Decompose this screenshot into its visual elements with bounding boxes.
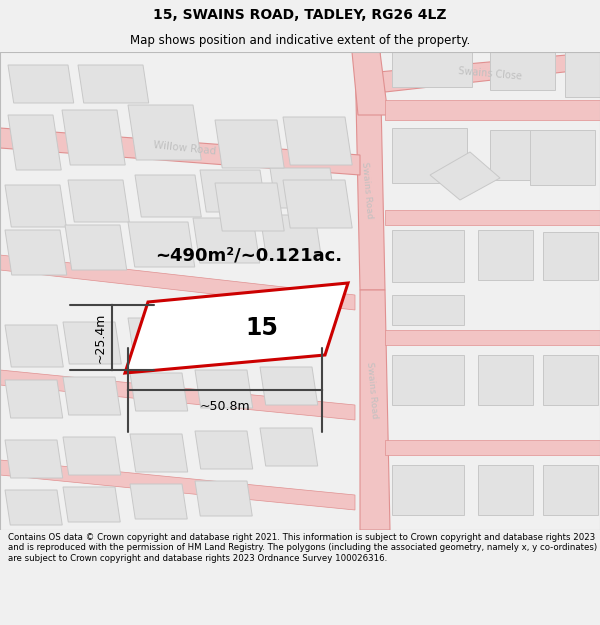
Polygon shape [128, 222, 195, 267]
Polygon shape [5, 440, 63, 478]
Polygon shape [62, 110, 125, 165]
Text: ~50.8m: ~50.8m [200, 400, 250, 413]
Polygon shape [392, 230, 464, 282]
Polygon shape [385, 100, 600, 120]
Polygon shape [260, 428, 318, 466]
Polygon shape [478, 465, 533, 515]
Polygon shape [200, 170, 266, 212]
Polygon shape [260, 367, 318, 405]
Text: ~490m²/~0.121ac.: ~490m²/~0.121ac. [155, 246, 342, 264]
Polygon shape [565, 52, 600, 97]
Polygon shape [125, 283, 348, 373]
Polygon shape [130, 434, 188, 472]
Polygon shape [8, 115, 61, 170]
Polygon shape [478, 230, 533, 280]
Polygon shape [543, 232, 598, 280]
Polygon shape [0, 128, 360, 175]
Polygon shape [5, 380, 63, 418]
Text: Swains Road: Swains Road [360, 161, 374, 219]
Polygon shape [128, 318, 187, 360]
Polygon shape [478, 355, 533, 405]
Polygon shape [392, 355, 464, 405]
Polygon shape [63, 322, 121, 364]
Polygon shape [385, 210, 600, 225]
Polygon shape [385, 440, 600, 455]
Polygon shape [0, 460, 355, 510]
Polygon shape [65, 225, 127, 270]
Polygon shape [135, 175, 202, 217]
Polygon shape [392, 295, 464, 325]
Polygon shape [543, 355, 598, 405]
Polygon shape [5, 325, 64, 367]
Polygon shape [0, 370, 355, 420]
Polygon shape [258, 312, 316, 354]
Text: 15, SWAINS ROAD, TADLEY, RG26 4LZ: 15, SWAINS ROAD, TADLEY, RG26 4LZ [153, 8, 447, 21]
Polygon shape [215, 183, 284, 231]
Polygon shape [195, 370, 253, 408]
Polygon shape [63, 377, 121, 415]
Text: Swains Close: Swains Close [458, 66, 522, 82]
Polygon shape [68, 180, 130, 222]
Polygon shape [352, 52, 388, 115]
Polygon shape [130, 373, 188, 411]
Polygon shape [543, 465, 598, 515]
Polygon shape [260, 215, 322, 260]
Polygon shape [360, 290, 390, 530]
Polygon shape [195, 481, 252, 516]
Text: ~25.4m: ~25.4m [94, 312, 107, 362]
Polygon shape [392, 128, 467, 183]
Polygon shape [385, 330, 600, 345]
Polygon shape [195, 431, 253, 469]
Polygon shape [215, 120, 284, 168]
Polygon shape [430, 152, 500, 200]
Polygon shape [193, 315, 251, 357]
Polygon shape [0, 255, 355, 310]
Polygon shape [5, 230, 67, 275]
Polygon shape [78, 65, 149, 103]
Polygon shape [490, 52, 555, 90]
Polygon shape [5, 490, 62, 525]
Polygon shape [63, 487, 120, 522]
Polygon shape [283, 180, 352, 228]
Polygon shape [392, 52, 472, 87]
Text: 15: 15 [245, 316, 278, 340]
Polygon shape [490, 130, 575, 180]
Polygon shape [392, 465, 464, 515]
Polygon shape [378, 52, 600, 92]
Polygon shape [355, 52, 385, 290]
Text: Willow Road: Willow Road [153, 140, 217, 156]
Polygon shape [530, 130, 595, 185]
Polygon shape [8, 65, 74, 103]
Text: Contains OS data © Crown copyright and database right 2021. This information is : Contains OS data © Crown copyright and d… [8, 533, 597, 562]
Polygon shape [128, 105, 201, 160]
Text: Swains Road: Swains Road [365, 361, 379, 419]
Polygon shape [270, 168, 336, 208]
Polygon shape [5, 185, 66, 227]
Text: Map shows position and indicative extent of the property.: Map shows position and indicative extent… [130, 34, 470, 47]
Polygon shape [63, 437, 121, 475]
Polygon shape [130, 484, 187, 519]
Polygon shape [193, 218, 260, 263]
Polygon shape [283, 117, 352, 165]
